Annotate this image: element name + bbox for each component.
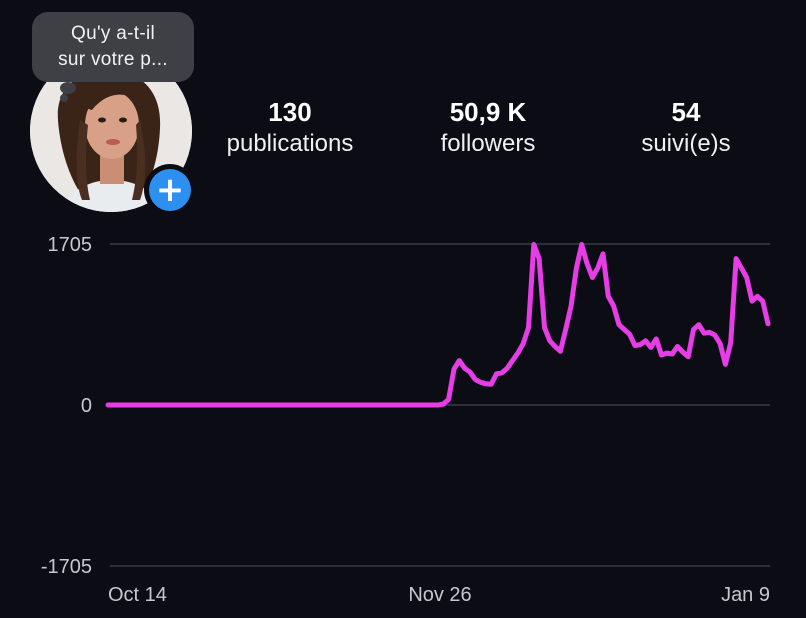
followers-stat[interactable]: 50,9 K followers (388, 96, 588, 160)
note-bubble[interactable]: Qu'y a-t-il sur votre p... (32, 12, 194, 82)
followers-line-chart: 1705 0 -1705 Oct 14 Nov 26 Jan 9 (41, 234, 771, 606)
x-tick-label: Jan 9 (721, 584, 770, 606)
note-bubble-tail (60, 82, 76, 94)
posts-count: 130 (268, 97, 312, 127)
y-tick-label: -1705 (41, 556, 92, 578)
x-tick-label: Oct 14 (108, 584, 167, 606)
y-tick-label: 0 (81, 395, 92, 417)
plus-icon: + (149, 169, 191, 211)
series-line (105, 242, 771, 408)
note-line-2: sur votre p... (58, 49, 168, 70)
note-bubble-tail-dot (60, 94, 68, 102)
followers-count: 50,9 K (449, 97, 527, 127)
posts-label: publications (226, 130, 354, 157)
following-stat[interactable]: 54 suivi(e)s (586, 96, 786, 160)
followers-label: followers (440, 130, 536, 157)
x-tick-label: Nov 26 (408, 584, 471, 606)
posts-stat[interactable]: 130 publications (190, 96, 390, 160)
y-tick-label: 1705 (48, 234, 93, 256)
note-line-1: Qu'y a-t-il (71, 23, 155, 44)
following-label: suivi(e)s (641, 130, 731, 157)
following-count: 54 (671, 97, 701, 127)
add-story-button[interactable]: + (144, 164, 196, 216)
